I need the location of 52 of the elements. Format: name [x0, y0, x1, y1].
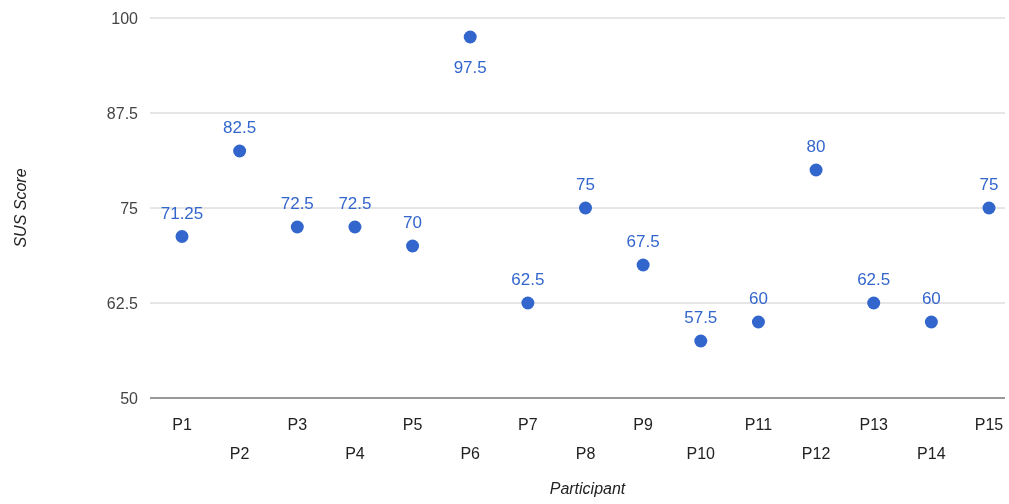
x-tick-label: P5 [402, 416, 423, 433]
y-axis-title: SUS Score [12, 168, 29, 248]
x-tick-label: P3 [287, 416, 308, 433]
data-label: 71.25 [160, 203, 204, 223]
point [521, 296, 535, 310]
data-label: 60 [748, 289, 768, 308]
point [636, 258, 650, 272]
point [348, 220, 362, 234]
x-tick-label: P15 [974, 416, 1004, 433]
data-label: 97.5 [453, 58, 487, 77]
x-tick-label: P4 [345, 445, 365, 462]
x-tick-label: P8 [575, 445, 596, 462]
point [924, 315, 938, 329]
data-label: 57.5 [684, 308, 718, 327]
point [463, 30, 477, 44]
x-tick-label: P6 [460, 445, 481, 462]
point [751, 315, 765, 329]
x-tick-label: P1 [172, 416, 192, 433]
point [175, 230, 189, 243]
data-label: 67.5 [626, 232, 660, 251]
x-tick-label: P14 [917, 445, 946, 462]
data-label: 60 [921, 289, 941, 308]
point [290, 220, 304, 234]
data-label: 82.5 [223, 118, 257, 137]
point [809, 163, 823, 177]
x-tick-label: P9 [633, 416, 654, 433]
y-tick-label: 100 [111, 9, 139, 27]
data-label: 62.5 [857, 270, 891, 289]
x-tick-label: P12 [801, 445, 831, 462]
x-tick-label: P10 [686, 445, 716, 462]
data-label: 72.5 [338, 194, 372, 213]
data-label: 70 [403, 213, 423, 232]
x-tick-label: P2 [229, 445, 250, 462]
point [694, 334, 708, 348]
point [982, 201, 996, 215]
data-label: 72.5 [280, 194, 314, 213]
point [233, 144, 247, 158]
x-axis-title: Participant [549, 480, 626, 497]
x-tick-label: P7 [518, 416, 538, 433]
y-tick-label: 62.5 [106, 294, 139, 312]
point [406, 239, 420, 253]
point [579, 201, 592, 215]
data-label: 75 [576, 175, 595, 194]
y-tick-label: 75 [120, 199, 139, 217]
data-label: 62.5 [511, 270, 545, 289]
data-label: 75 [979, 175, 999, 194]
x-tick-label: P11 [744, 416, 773, 433]
y-tick-label: 50 [120, 389, 139, 407]
y-tick-label: 87.5 [106, 104, 139, 122]
point [867, 296, 881, 310]
data-label: 80 [806, 137, 826, 156]
x-tick-label: P13 [859, 416, 889, 433]
